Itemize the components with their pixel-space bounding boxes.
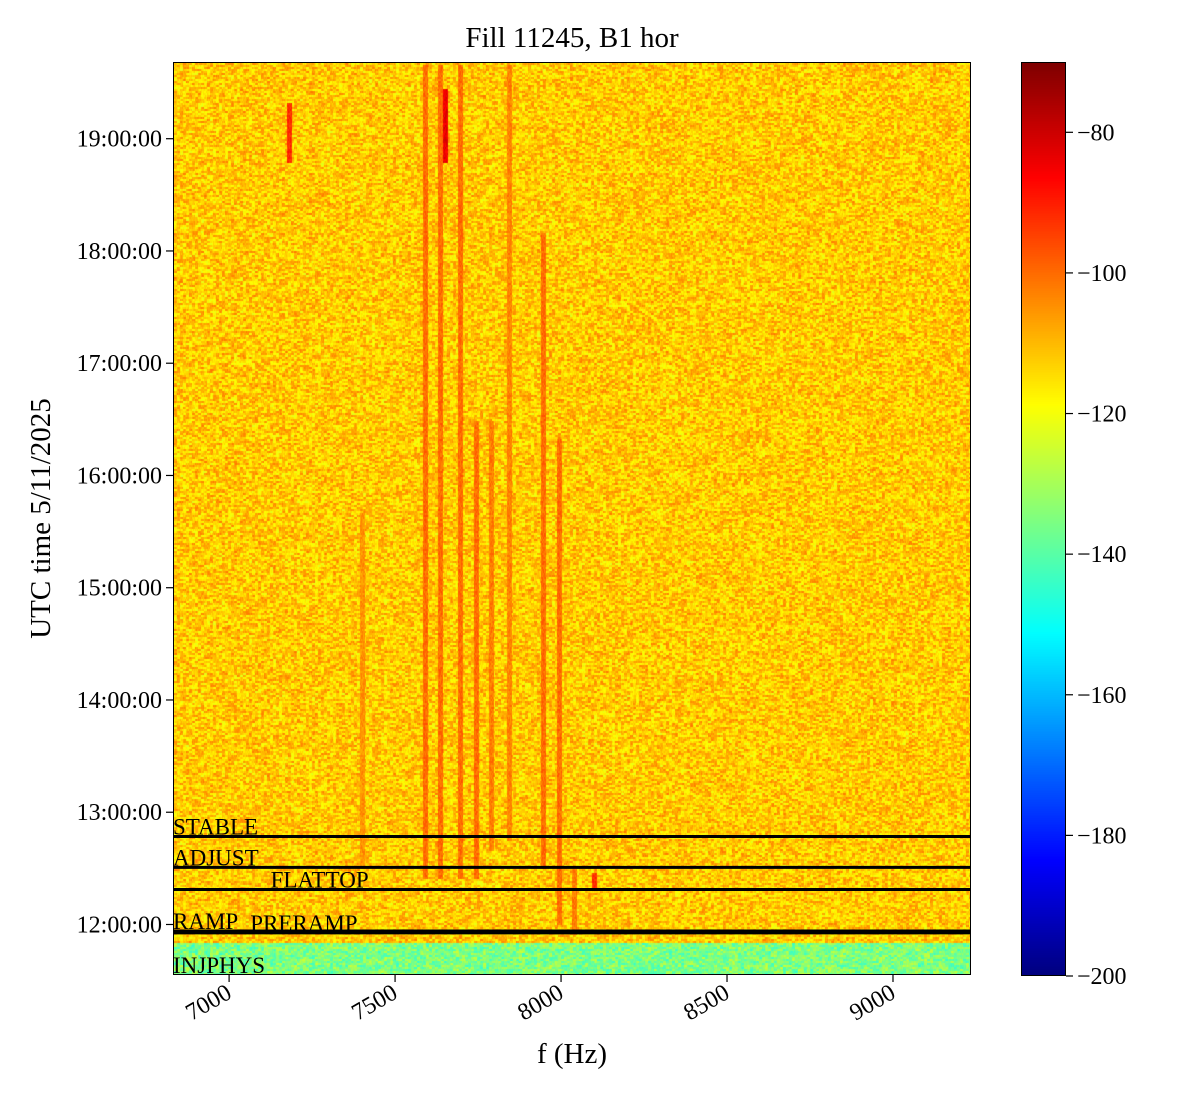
x-tick-label: 7000 [182,980,237,1027]
y-tick-label: 19:00:00 [77,127,162,153]
spectrogram-heatmap [174,63,970,974]
x-tick-label: 8000 [513,980,568,1027]
beam-mode-label: FLATTOP [271,868,369,893]
y-tick-label: 18:00:00 [77,239,162,265]
colorbar-tick-label: −180 [1077,823,1127,849]
colorbar [1021,62,1066,976]
beam-mode-label: PRERAMP [250,911,357,936]
x-tick-label: 8500 [679,980,734,1027]
beam-mode-label: RAMP [173,909,238,934]
beam-mode-label: STABLE [173,815,258,840]
y-tick-label: 14:00:00 [77,688,162,714]
x-tick-label: 9000 [845,980,900,1027]
x-tick-label: 7500 [348,980,403,1027]
y-tick-label: 16:00:00 [77,463,162,489]
colorbar-tick-label: −120 [1077,402,1127,428]
beam-mode-label: INJPHYS [173,953,265,978]
y-tick-label: 17:00:00 [77,351,162,377]
colorbar-tick-label: −160 [1077,683,1127,709]
y-axis-label: UTC time 5/11/2025 [25,398,57,639]
x-axis-label: f (Hz) [537,1038,607,1070]
y-tick-label: 15:00:00 [77,576,162,602]
chart-title: Fill 11245, B1 hor [465,22,679,54]
colorbar-tick-label: −100 [1077,261,1127,287]
colorbar-tick-label: −200 [1077,964,1127,990]
plot-area [173,62,971,975]
y-tick-label: 12:00:00 [77,912,162,938]
colorbar-tick-label: −80 [1077,120,1115,146]
y-tick-label: 13:00:00 [77,800,162,826]
beam-mode-label: ADJUST [173,845,259,870]
colorbar-tick-label: −140 [1077,542,1127,568]
colorbar-gradient [1022,63,1065,975]
